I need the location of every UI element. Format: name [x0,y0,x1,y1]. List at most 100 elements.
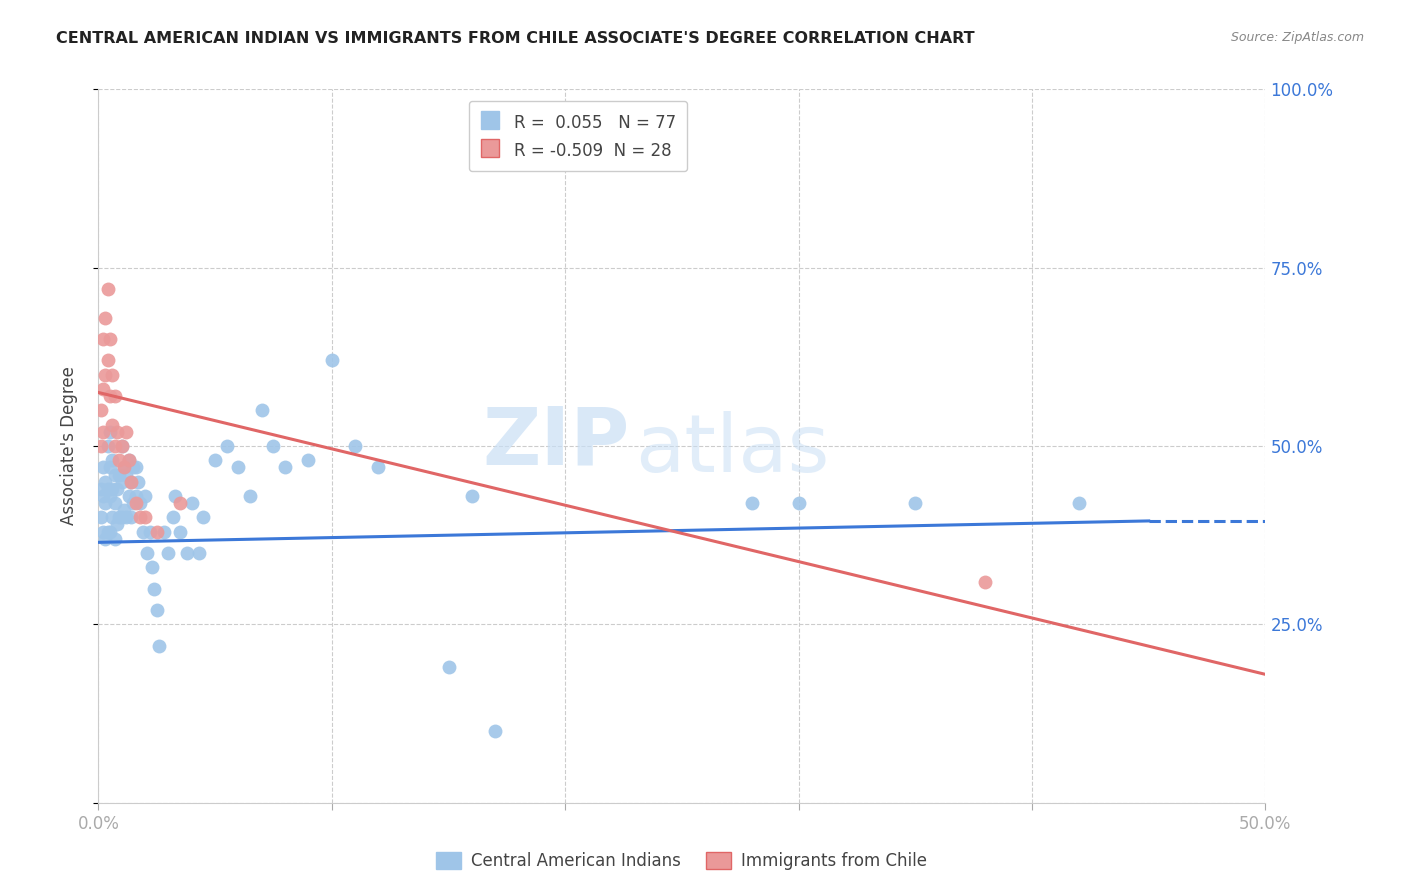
Point [274,460,297,475]
Point [193,510,215,524]
Point [115,425,138,439]
Point [176,546,198,560]
Point [115,510,138,524]
Point [134,510,156,524]
Point [111,475,134,489]
Point [127,475,149,489]
Point [94,368,117,382]
Point [112,460,135,475]
Point [162,510,184,524]
Point [111,439,134,453]
Point [187,546,209,560]
Point [120,475,142,489]
Point [141,560,163,574]
Point [146,524,169,539]
Point [97,353,120,368]
Point [461,489,484,503]
Point [344,439,367,453]
Point [91,489,114,503]
Point [97,482,120,496]
Point [94,532,117,546]
Point [108,510,131,524]
Point [104,532,127,546]
Text: CENTRAL AMERICAN INDIAN VS IMMIGRANTS FROM CHILE ASSOCIATE'S DEGREE CORRELATION : CENTRAL AMERICAN INDIAN VS IMMIGRANTS FR… [56,31,974,46]
Point [111,510,134,524]
Point [97,439,120,453]
Point [122,460,145,475]
Point [90,403,112,417]
Point [215,439,238,453]
Point [101,417,124,432]
Point [152,524,174,539]
Point [125,460,148,475]
Point [105,517,128,532]
Point [1067,496,1090,510]
Text: ZIP: ZIP [482,403,630,482]
Point [97,524,120,539]
Point [94,310,117,325]
Point [262,439,284,453]
Point [974,574,997,589]
Point [108,467,131,482]
Point [104,467,127,482]
Point [118,453,141,467]
Point [204,453,226,467]
Point [139,524,162,539]
Point [169,524,191,539]
Text: atlas: atlas [636,410,830,489]
Point [239,489,262,503]
Point [94,496,117,510]
Point [108,453,131,467]
Point [101,510,124,524]
Point [90,439,112,453]
Point [120,510,142,524]
Point [101,482,124,496]
Point [98,332,121,346]
Point [148,639,170,653]
Point [250,403,273,417]
Point [98,425,121,439]
Point [91,524,114,539]
Point [112,460,135,475]
Point [104,439,127,453]
Point [367,460,389,475]
Point [129,496,152,510]
Point [146,603,169,617]
Text: Source: ZipAtlas.com: Source: ZipAtlas.com [1230,31,1364,45]
Point [136,546,159,560]
Point [228,460,250,475]
Point [90,482,112,496]
Point [180,496,202,510]
Point [104,496,127,510]
Point [134,489,156,503]
Point [111,439,134,453]
Point [112,503,135,517]
Point [101,453,124,467]
Point [98,489,121,503]
Point [118,453,141,467]
Point [157,546,180,560]
Point [105,482,128,496]
Point [91,460,114,475]
Point [105,425,128,439]
Point [297,453,319,467]
Point [120,475,142,489]
Point [904,496,927,510]
Point [98,524,121,539]
Point [91,382,114,396]
Point [98,389,121,403]
Point [125,489,148,503]
Point [321,353,343,368]
Point [94,475,117,489]
Point [132,524,155,539]
Point [165,489,187,503]
Point [437,660,460,674]
Point [787,496,810,510]
Point [91,332,114,346]
Point [741,496,763,510]
Point [91,425,114,439]
Legend: Central American Indians, Immigrants from Chile: Central American Indians, Immigrants fro… [430,845,934,877]
Point [125,496,148,510]
Point [98,460,121,475]
Y-axis label: Associate's Degree: Associate's Degree [59,367,77,525]
